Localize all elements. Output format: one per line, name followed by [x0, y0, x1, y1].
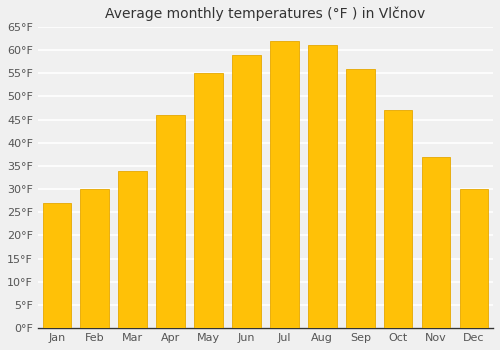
Bar — [384, 110, 412, 328]
Bar — [346, 69, 374, 328]
Bar — [460, 189, 488, 328]
Bar — [232, 55, 260, 328]
Bar — [156, 115, 185, 328]
Bar — [308, 46, 336, 328]
Bar — [80, 189, 109, 328]
Bar — [42, 203, 71, 328]
Bar — [194, 73, 223, 328]
Title: Average monthly temperatures (°F ) in Vlčnov: Average monthly temperatures (°F ) in Vl… — [106, 7, 426, 21]
Bar — [422, 156, 450, 328]
Bar — [270, 41, 298, 328]
Bar — [118, 170, 147, 328]
